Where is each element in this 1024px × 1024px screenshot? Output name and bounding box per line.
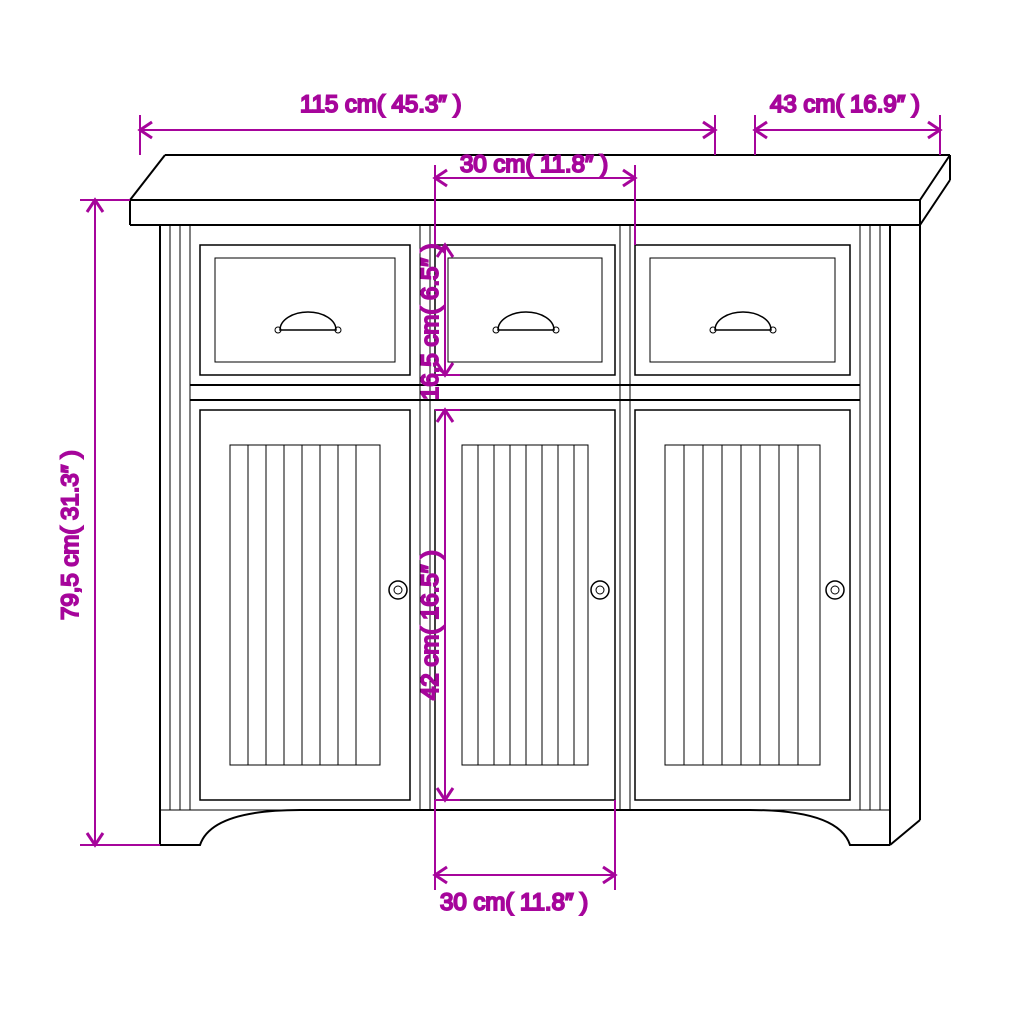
- cabinet-drawing: [130, 155, 950, 845]
- door-1: [200, 410, 410, 800]
- drawer-1: [200, 245, 410, 375]
- dim-depth: 43 cm( 16.9″ ): [770, 91, 920, 118]
- drawer-3: [635, 245, 850, 375]
- dim-drawer-width: 30 cm( 11.8″ ): [460, 151, 608, 178]
- door-2: [435, 410, 615, 800]
- furniture-dimension-diagram: 115 cm( 45.3″ ) 43 cm( 16.9″ ) 30 cm( 11…: [0, 0, 1024, 1024]
- dim-width: 115 cm( 45.3″ ): [300, 91, 461, 118]
- drawer-2: [435, 245, 615, 375]
- door-3: [635, 410, 850, 800]
- dim-door-height: 42 cm( 16.5″ ): [417, 550, 444, 700]
- dim-door-width: 30 cm( 11.8″ ): [440, 889, 588, 916]
- dim-drawer-height: 16,5 cm( 6.5″ ): [417, 243, 444, 400]
- dim-height: 79,5 cm( 31.3″ ): [57, 450, 84, 620]
- dimension-annotations: 115 cm( 45.3″ ) 43 cm( 16.9″ ) 30 cm( 11…: [57, 91, 940, 916]
